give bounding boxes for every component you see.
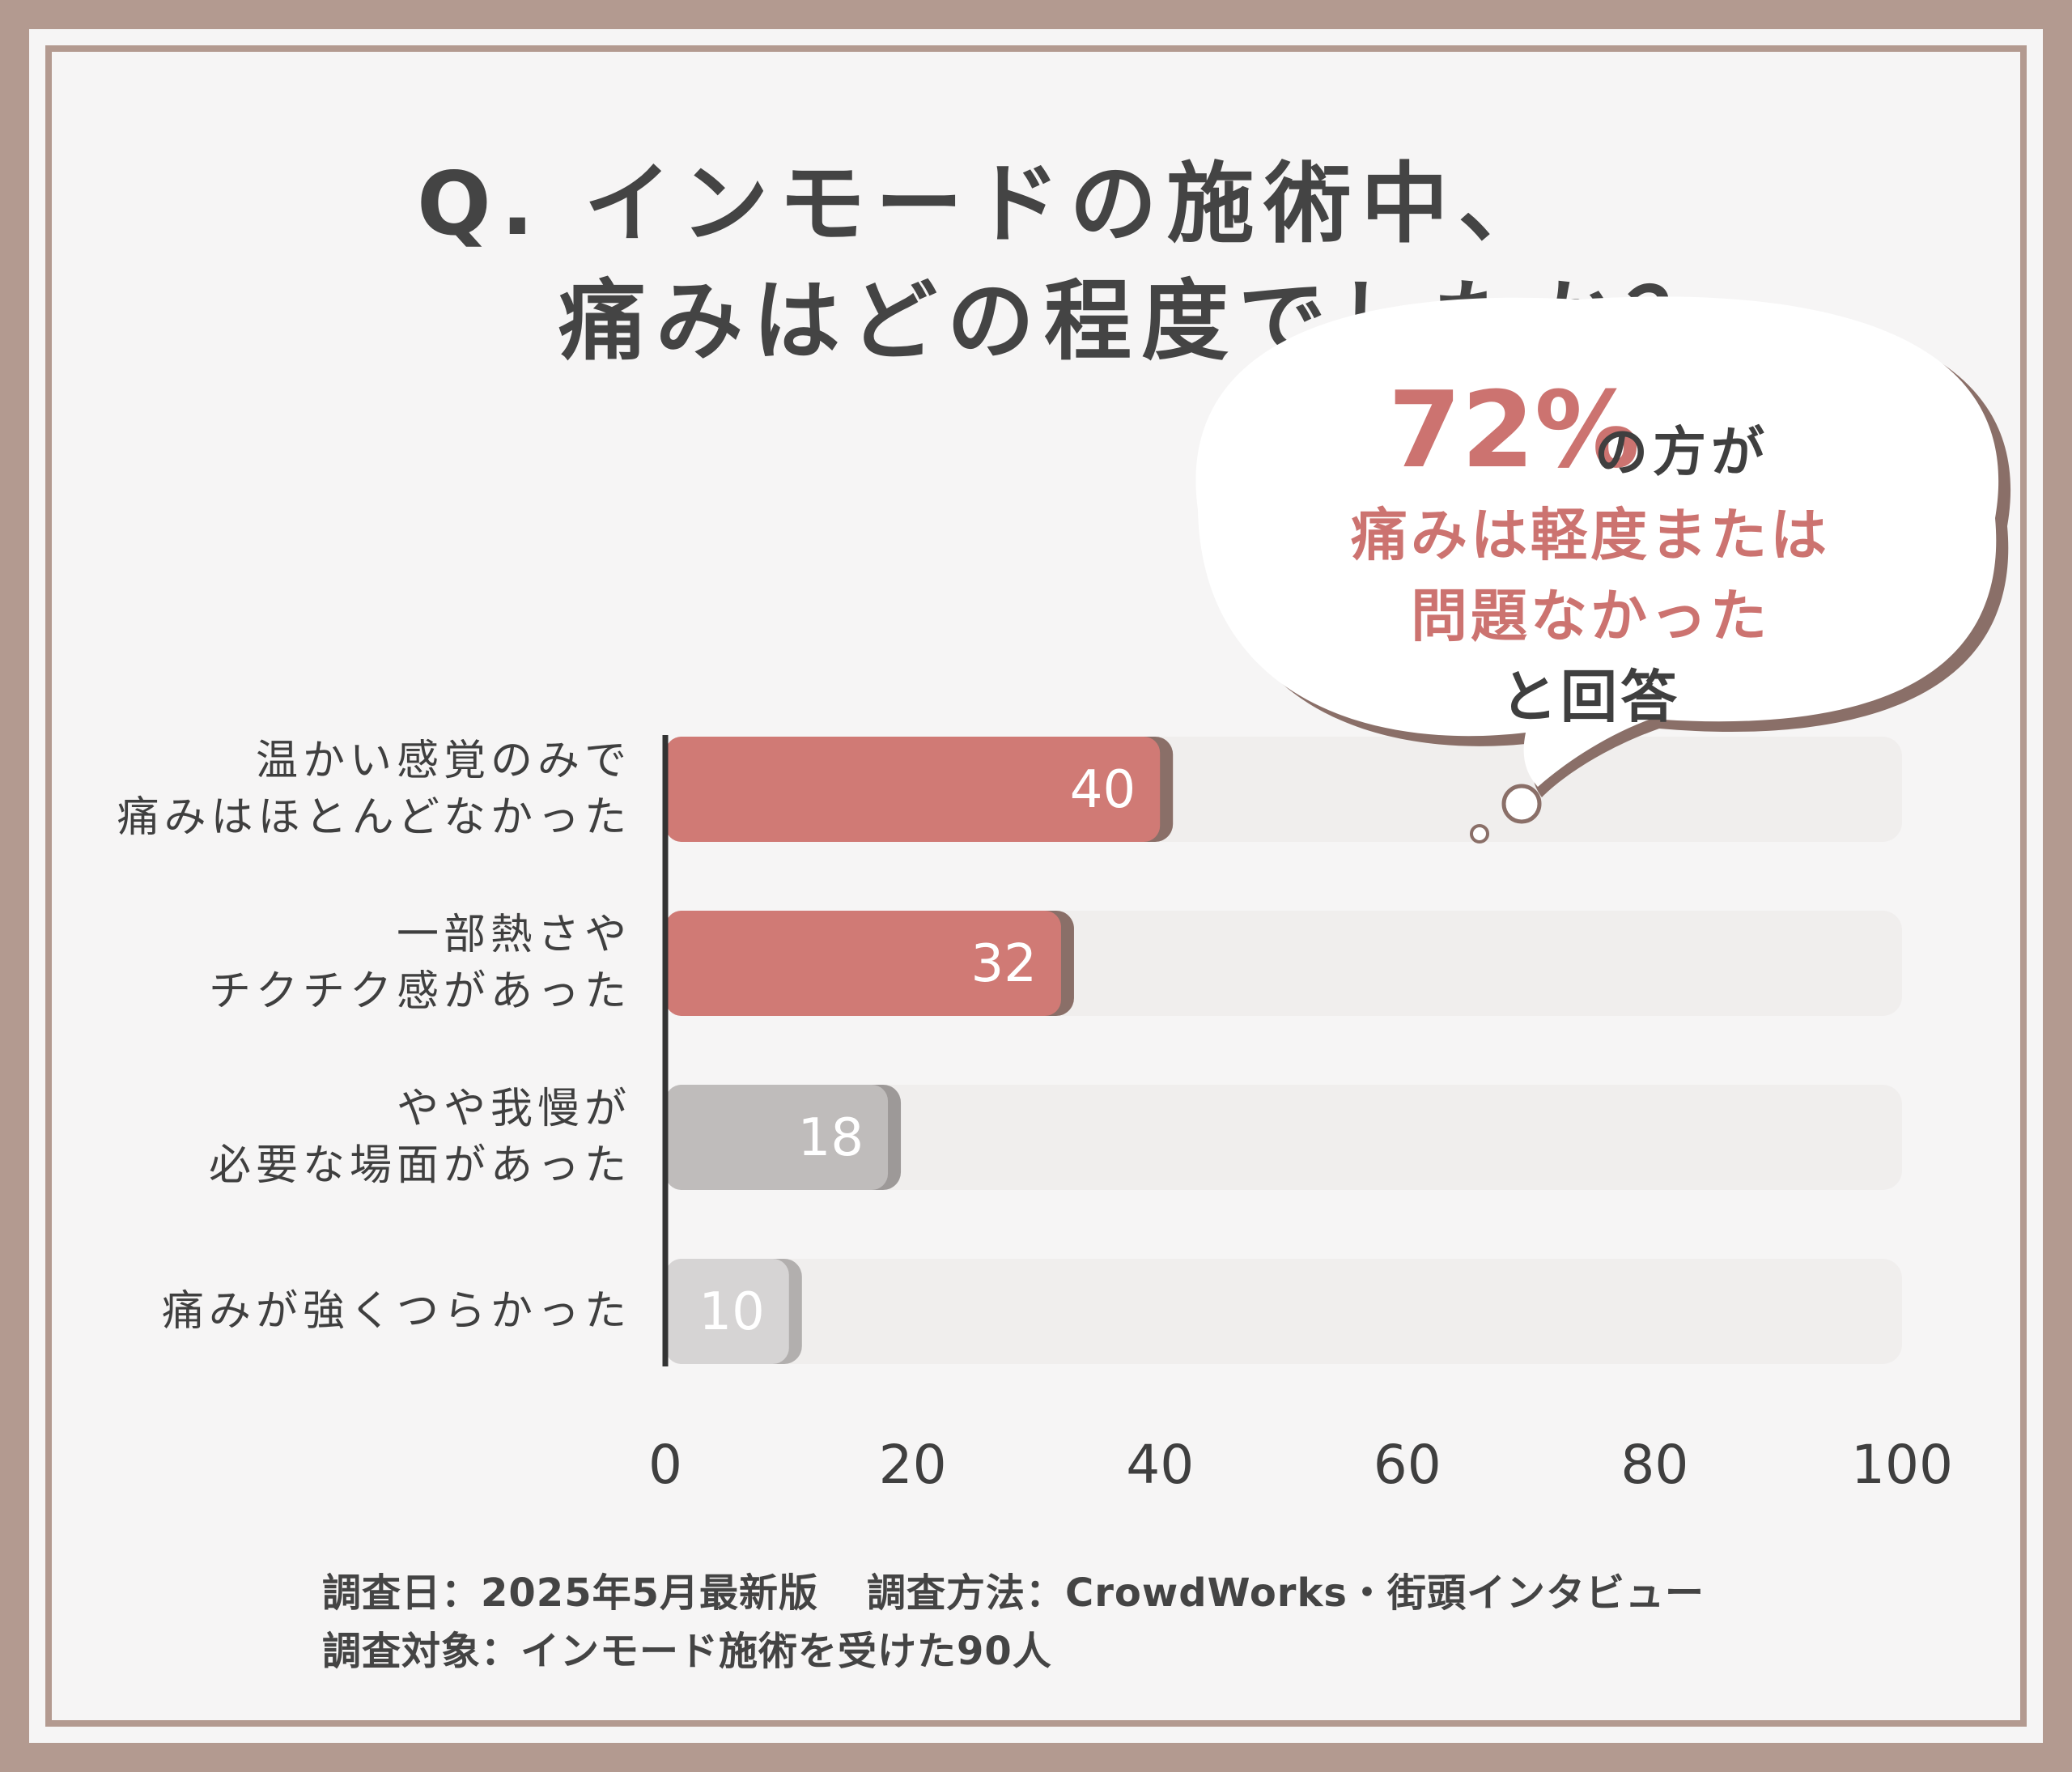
footer-target: 調査対象：インモード施術を受けた90人 bbox=[322, 1629, 1052, 1674]
category-label: やや我慢が必要な場面があった bbox=[209, 1081, 631, 1194]
footer-line-2: 調査対象：インモード施術を受けた90人 bbox=[322, 1619, 1052, 1676]
category-label-line: チクチク感があった bbox=[208, 967, 631, 1016]
x-tick-label: 0 bbox=[648, 1434, 682, 1496]
footer-line-1: 調査日：2025年5月最新版 調査方法：CrowdWorks・街頭インタビュー bbox=[322, 1561, 1705, 1617]
footer-date: 調査日：2025年5月最新版 bbox=[322, 1570, 818, 1616]
category-label-line: 必要な場面があった bbox=[208, 1141, 631, 1190]
bar bbox=[665, 1085, 889, 1190]
callout-line-3: 問題なかった bbox=[1411, 583, 1770, 649]
bar-data-label: 32 bbox=[971, 934, 1037, 994]
category-label-line: 温かい感覚のみで bbox=[255, 737, 631, 785]
category-label-line: 痛みが強くつらかった bbox=[161, 1287, 631, 1336]
callout-line-4: と回答 bbox=[1501, 664, 1680, 730]
bar-data-label: 40 bbox=[1070, 760, 1136, 820]
callout-bubble-dot-large bbox=[1501, 784, 1542, 824]
x-tick-label: 100 bbox=[1851, 1434, 1953, 1496]
category-label-line: やや我慢が bbox=[396, 1085, 631, 1133]
category-label-line: 痛みはほとんどなかった bbox=[117, 793, 631, 842]
bar bbox=[665, 737, 1161, 842]
x-tick-label: 20 bbox=[879, 1434, 947, 1496]
x-tick-label: 80 bbox=[1620, 1434, 1688, 1496]
bar-data-label: 18 bbox=[798, 1108, 864, 1168]
bar-track bbox=[665, 1259, 1902, 1364]
inner-border bbox=[45, 45, 2027, 1727]
category-label: 一部熱さやチクチク感があった bbox=[209, 907, 631, 1020]
callout-percent: 72% bbox=[1388, 368, 1641, 491]
category-label: 痛みが強くつらかった bbox=[162, 1283, 631, 1340]
x-tick-label: 40 bbox=[1126, 1434, 1194, 1496]
chart-title-line-1: Q. インモードの施術中、 bbox=[417, 154, 1556, 255]
callout-percent-suffix: の方が bbox=[1594, 421, 1769, 483]
category-label-line: 一部熱さや bbox=[396, 911, 631, 959]
bar-data-label: 10 bbox=[698, 1282, 764, 1342]
callout-bubble bbox=[1195, 296, 1999, 787]
x-tick-label: 60 bbox=[1374, 1434, 1441, 1496]
category-label: 温かい感覚のみで痛みはほとんどなかった bbox=[117, 733, 631, 846]
bar bbox=[665, 911, 1061, 1016]
bar-track bbox=[665, 1085, 1902, 1190]
footer-method: 調査方法：CrowdWorks・街頭インタビュー bbox=[867, 1570, 1705, 1616]
callout-line-2: 痛みは軽度または bbox=[1351, 502, 1830, 568]
callout-bubble-dot-small bbox=[1470, 824, 1489, 844]
bar bbox=[665, 1259, 789, 1364]
